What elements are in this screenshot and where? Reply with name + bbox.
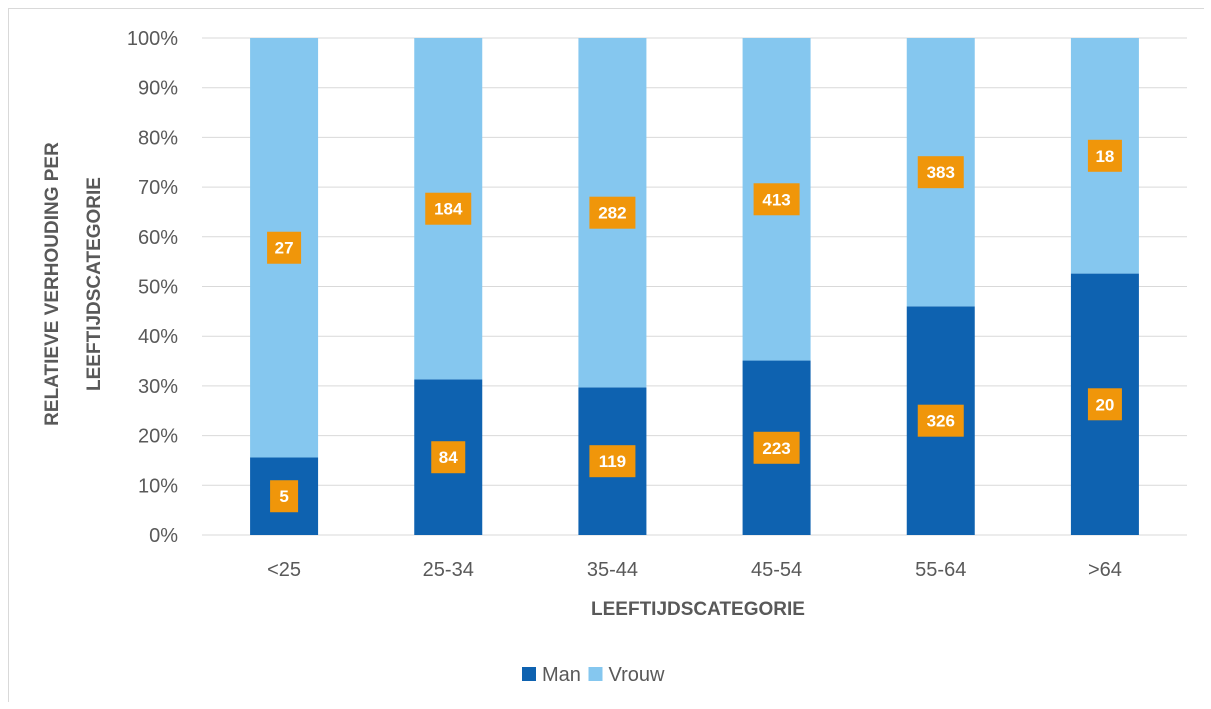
- y-tick-label: 100%: [127, 28, 178, 50]
- data-label-box: [270, 480, 299, 513]
- y-tick-label: 90%: [138, 78, 178, 100]
- data-label-box: [267, 231, 302, 264]
- data-label-man: 119: [599, 452, 626, 471]
- y-tick-label: 80%: [138, 127, 178, 149]
- data-label-man: 5: [279, 487, 288, 506]
- y-tick-label: 0%: [149, 525, 178, 547]
- data-label-vrouw: 27: [275, 239, 294, 258]
- y-axis-title: RELATIEVE VERHOUDING PER LEEFTIJDSCATEGO…: [42, 142, 105, 426]
- x-tick-label: 35-44: [587, 559, 638, 581]
- chart-frame: [8, 8, 1204, 702]
- y-axis-title-line-2: LEEFTIJDSCATEGORIE: [84, 177, 105, 391]
- data-label-box: [431, 441, 466, 474]
- y-tick-label: 10%: [138, 475, 178, 497]
- legend-swatch-man: [522, 667, 536, 681]
- x-axis-ticks: <25 25-34 35-44 45-54 55-64 >64: [267, 559, 1122, 581]
- x-tick-label: 45-54: [751, 559, 802, 581]
- data-label-man: 326: [927, 412, 955, 431]
- x-tick-label: 25-34: [423, 559, 474, 581]
- legend-label-man: Man: [542, 664, 581, 686]
- x-tick-label: 55-64: [915, 559, 966, 581]
- y-tick-label: 30%: [138, 376, 178, 398]
- y-axis-title-line-1: RELATIEVE VERHOUDING PER: [42, 142, 63, 426]
- data-label-vrouw: 282: [598, 204, 626, 223]
- y-tick-label: 70%: [138, 177, 178, 199]
- data-label-box: [753, 183, 800, 216]
- gridlines: [202, 37, 1187, 536]
- data-label-box: [1087, 139, 1122, 172]
- y-axis-ticks: 0% 10% 20% 30% 40% 50% 60% 70% 80% 90% 100%: [127, 28, 178, 547]
- y-tick-label: 50%: [138, 277, 178, 299]
- y-tick-label: 20%: [138, 426, 178, 448]
- data-label-vrouw: 184: [434, 200, 463, 219]
- data-label-man: 223: [762, 439, 790, 458]
- y-tick-label: 60%: [138, 227, 178, 249]
- x-tick-label: <25: [267, 559, 301, 581]
- data-labels: 5 27 84 184 119 282 223 413 326 383 20 18: [267, 139, 1122, 513]
- data-label-vrouw: 18: [1095, 147, 1114, 166]
- legend-swatch-vrouw: [588, 667, 603, 681]
- x-axis-title: LEEFTIJDSCATEGORIE: [591, 599, 805, 620]
- data-label-box: [589, 445, 636, 478]
- data-label-box: [753, 431, 800, 464]
- bars: [250, 38, 1139, 535]
- data-label-vrouw: 383: [927, 163, 955, 182]
- x-tick-label: >64: [1088, 559, 1122, 581]
- data-label-box: [917, 404, 964, 437]
- y-tick-label: 40%: [138, 326, 178, 348]
- data-label-box: [1087, 388, 1122, 421]
- data-label-box: [917, 156, 964, 189]
- data-label-box: [589, 196, 636, 229]
- legend: Man Vrouw: [522, 664, 665, 686]
- data-label-vrouw: 413: [762, 190, 790, 209]
- data-label-man: 20: [1095, 395, 1114, 414]
- legend-label-vrouw: Vrouw: [609, 664, 666, 686]
- data-label-man: 84: [439, 448, 458, 467]
- data-label-box: [425, 192, 472, 225]
